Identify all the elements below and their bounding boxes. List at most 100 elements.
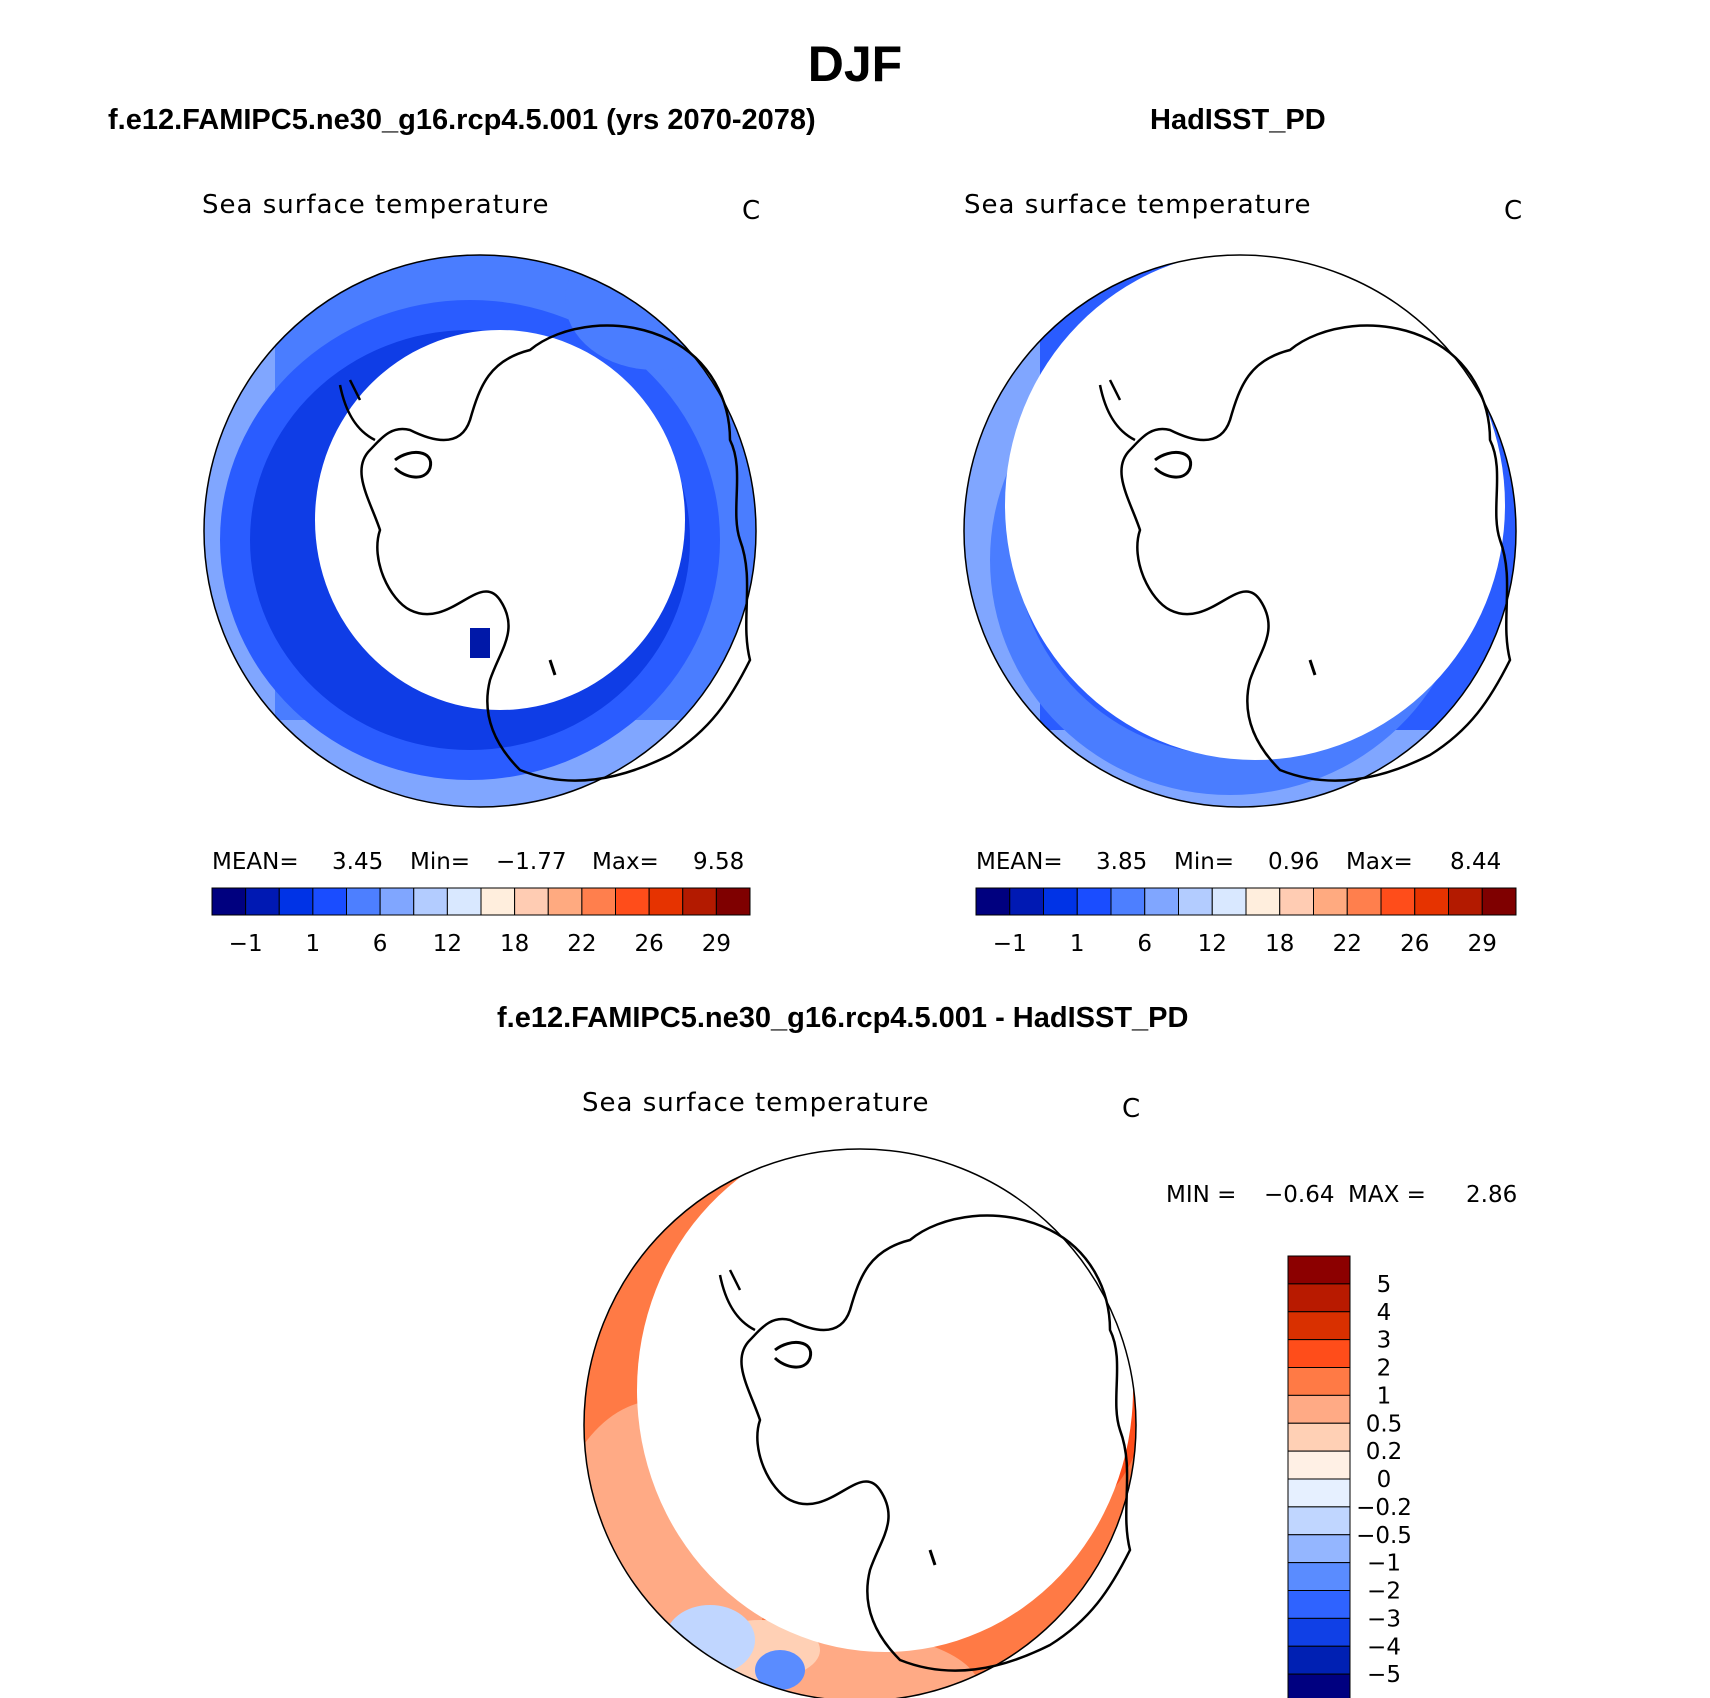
colorbar-tick-label: −5 xyxy=(1367,1662,1401,1688)
colorbar-tick-label: 18 xyxy=(500,931,529,957)
colorbar-tick-label: −3 xyxy=(1367,1606,1401,1632)
colorbar-swatch xyxy=(715,887,751,916)
colorbar-tick-label: 5 xyxy=(1377,1272,1392,1298)
colorbar-tick-label: 18 xyxy=(1265,931,1294,957)
obs-sst-map xyxy=(963,254,1517,808)
colorbar-swatch xyxy=(1287,1645,1351,1675)
colorbar-swatch xyxy=(1287,1283,1351,1313)
colorbar-tick-label: −2 xyxy=(1367,1579,1401,1605)
colorbar-swatch xyxy=(615,887,650,916)
colorbar-swatch xyxy=(1144,887,1179,916)
colorbar-swatch xyxy=(1279,887,1314,916)
colorbar-swatch xyxy=(1287,1673,1351,1698)
colorbar-swatch xyxy=(1287,1450,1351,1480)
colorbar-swatch xyxy=(1287,1506,1351,1536)
obs-units-label: C xyxy=(1504,196,1524,226)
obs-mean-label: MEAN= xyxy=(976,849,1063,875)
colorbar-tick-label: 22 xyxy=(567,931,596,957)
diff-units-label: C xyxy=(1122,1094,1142,1124)
colorbar-swatch xyxy=(312,887,347,916)
model-max-value: 9.58 xyxy=(693,849,745,875)
colorbar-tick-label: 29 xyxy=(1468,931,1497,957)
obs-min-value: 0.96 xyxy=(1268,849,1320,875)
colorbar-tick-label: −0.2 xyxy=(1356,1495,1412,1521)
model-mean-label: MEAN= xyxy=(212,849,299,875)
colorbar-tick-label: −1 xyxy=(1367,1551,1401,1577)
colorbar-swatch xyxy=(1481,887,1517,916)
colorbar-tick-label: 1 xyxy=(1070,931,1085,957)
colorbar-swatch xyxy=(379,887,415,916)
colorbar-swatch xyxy=(1178,887,1213,916)
colorbar-swatch xyxy=(1009,887,1044,916)
obs-colorbar: −1 1 6 12 18 22 26 29 xyxy=(975,887,1517,957)
colorbar-swatch xyxy=(1346,887,1382,916)
colorbar-tick-label: 12 xyxy=(433,931,462,957)
diff-variable-label: Sea surface temperature xyxy=(582,1088,930,1118)
colorbar-tick-label: 2 xyxy=(1377,1356,1392,1382)
colorbar-tick-label: 22 xyxy=(1333,931,1362,957)
colorbar-swatch xyxy=(1287,1422,1351,1452)
colorbar-tick-label: −4 xyxy=(1367,1634,1401,1660)
colorbar-swatch xyxy=(1110,887,1146,916)
model-sst-map xyxy=(203,254,757,808)
colorbar-swatch xyxy=(1287,1478,1351,1508)
colorbar-swatch xyxy=(1287,1590,1351,1619)
colorbar-swatch xyxy=(975,887,1011,916)
colorbar-tick-label: 26 xyxy=(634,931,663,957)
colorbar-swatch xyxy=(648,887,684,916)
model-colorbar: −1 1 6 12 18 22 26 29 xyxy=(211,887,751,957)
colorbar-swatch xyxy=(1287,1367,1351,1396)
diff-panel-title: f.e12.FAMIPC5.ne30_g16.rcp4.5.001 - HadI… xyxy=(497,1002,1189,1034)
diff-min-label: MIN = xyxy=(1166,1182,1237,1208)
colorbar-swatch xyxy=(446,887,482,916)
colorbar-swatch xyxy=(1287,1255,1351,1285)
model-mean-value: 3.45 xyxy=(332,849,384,875)
colorbar-tick-label: −1 xyxy=(229,931,263,957)
colorbar-swatch xyxy=(1287,1394,1351,1424)
model-panel-title: f.e12.FAMIPC5.ne30_g16.rcp4.5.001 (yrs 2… xyxy=(108,104,816,136)
obs-variable-label: Sea surface temperature xyxy=(964,190,1312,220)
colorbar-tick-label: −0.5 xyxy=(1356,1523,1412,1549)
colorbar-tick-label: 26 xyxy=(1400,931,1429,957)
colorbar-tick-label: 0.5 xyxy=(1366,1411,1403,1437)
diff-max-label: MAX = xyxy=(1348,1182,1426,1208)
diff-min-value: −0.64 xyxy=(1264,1182,1335,1208)
obs-min-label: Min= xyxy=(1174,849,1235,875)
obs-max-value: 8.44 xyxy=(1450,849,1502,875)
colorbar-swatch xyxy=(1287,1339,1351,1368)
colorbar-swatch xyxy=(1313,887,1348,916)
colorbar-tick-label: 6 xyxy=(1137,931,1152,957)
model-units-label: C xyxy=(742,196,762,226)
model-variable-label: Sea surface temperature xyxy=(202,190,550,220)
colorbar-swatch xyxy=(1287,1562,1351,1591)
colorbar-tick-label: −1 xyxy=(993,931,1027,957)
colorbar-swatch xyxy=(1245,887,1281,916)
colorbar-swatch xyxy=(346,887,381,916)
colorbar-swatch xyxy=(1448,887,1483,916)
colorbar-swatch xyxy=(211,887,247,916)
colorbar-swatch xyxy=(682,887,717,916)
colorbar-swatch xyxy=(245,887,280,916)
model-max-label: Max= xyxy=(592,849,659,875)
obs-panel-title: HadISST_PD xyxy=(1150,104,1326,136)
colorbar-swatch xyxy=(278,887,314,916)
colorbar-swatch xyxy=(1211,887,1247,916)
colorbar-swatch xyxy=(1287,1617,1351,1647)
model-min-value: −1.77 xyxy=(496,849,567,875)
obs-mean-value: 3.85 xyxy=(1096,849,1148,875)
colorbar-swatch xyxy=(1414,887,1449,916)
colorbar-tick-label: 3 xyxy=(1377,1328,1392,1354)
colorbar-swatch xyxy=(1043,887,1078,916)
model-min-label: Min= xyxy=(410,849,471,875)
colorbar-swatch xyxy=(581,887,616,916)
colorbar-swatch xyxy=(1380,887,1416,916)
colorbar-swatch xyxy=(514,887,549,916)
colorbar-tick-label: 1 xyxy=(306,931,321,957)
colorbar-swatch xyxy=(1287,1311,1351,1341)
colorbar-tick-label: 1 xyxy=(1377,1383,1392,1409)
figure-title: DJF xyxy=(807,36,903,92)
colorbar-tick-label: 12 xyxy=(1198,931,1227,957)
obs-max-label: Max= xyxy=(1346,849,1413,875)
colorbar-tick-label: 0.2 xyxy=(1366,1439,1403,1465)
